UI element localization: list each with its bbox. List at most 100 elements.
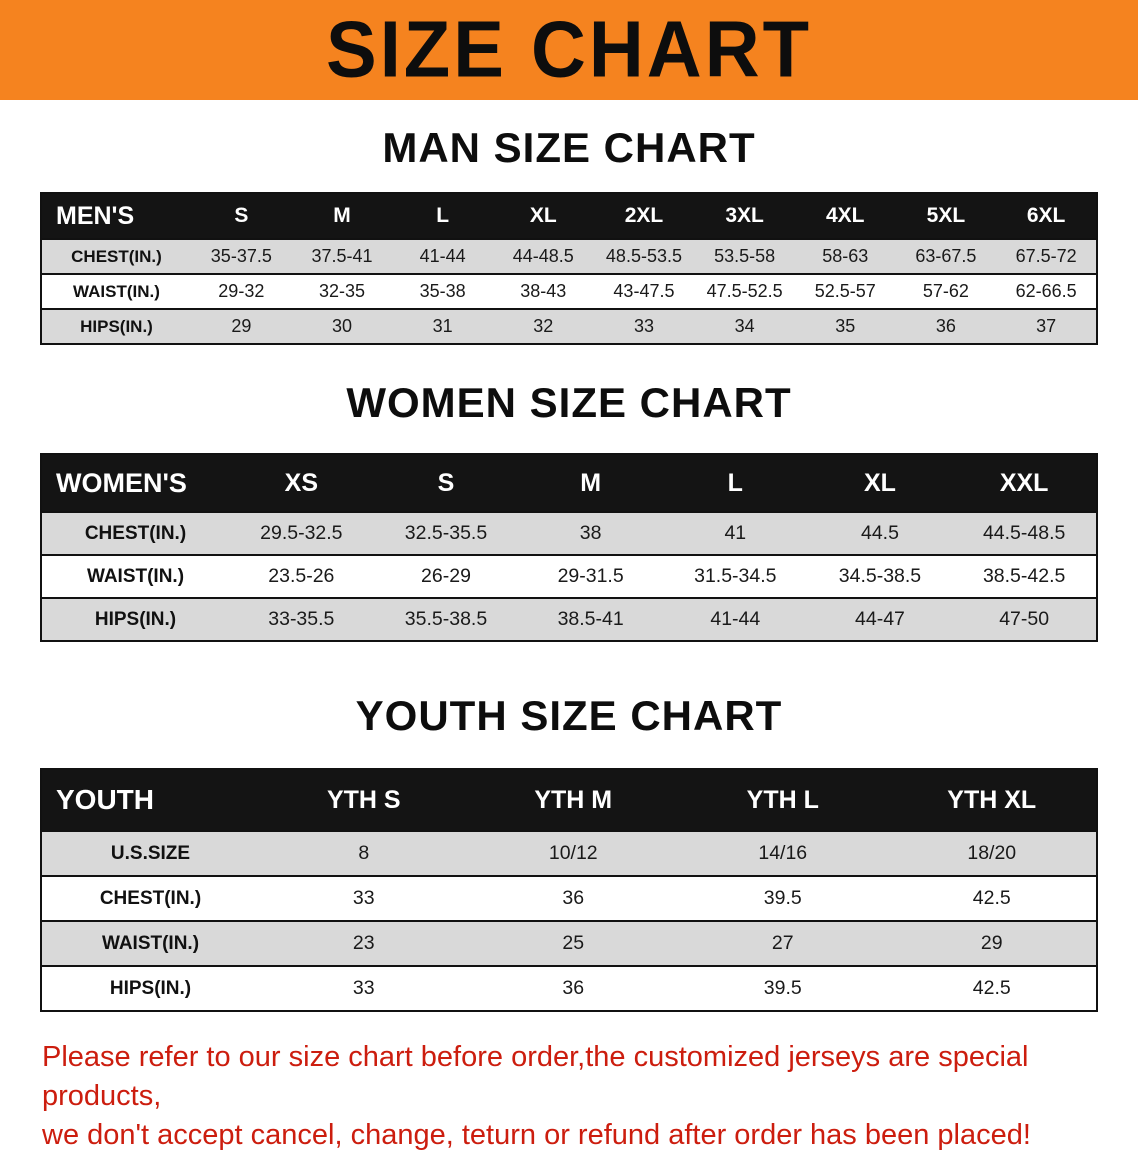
- table-cell: 43-47.5: [593, 274, 695, 310]
- size-column-header: M: [291, 193, 393, 240]
- table-cell: 39.5: [678, 876, 888, 922]
- table-cell: 44-48.5: [492, 239, 594, 275]
- women-size-table: WOMEN'S XS S M L XL XXL CHEST(IN.) 29.5-32.5 32.5…: [40, 453, 1098, 642]
- table-cell: 36: [468, 966, 678, 1012]
- table-cell: 32-35: [291, 274, 393, 310]
- table-cell: 62-66.5: [996, 274, 1097, 310]
- table-cell: 57-62: [895, 274, 997, 310]
- size-column-header: XS: [229, 454, 374, 513]
- table-cell: 30: [291, 309, 393, 345]
- page-title: SIZE CHART: [326, 4, 812, 95]
- table-cell: 39.5: [678, 966, 888, 1012]
- table-cell: 63-67.5: [895, 239, 997, 275]
- table-cell: 29-32: [191, 274, 292, 310]
- row-label: HIPS(IN.): [41, 598, 229, 642]
- size-column-header: YTH L: [678, 769, 888, 832]
- table-cell: 48.5-53.5: [593, 239, 695, 275]
- table-cell: 23: [259, 921, 469, 967]
- size-column-header: 3XL: [694, 193, 795, 240]
- youth-size-table: YOUTH YTH S YTH M YTH L YTH XL U.S.SIZE 8 10/12…: [40, 768, 1098, 1012]
- youth-size-section: YOUTH SIZE CHART YOUTH YTH S YTH M YTH L YTH…: [0, 692, 1138, 1012]
- table-row: CHEST(IN.) 33 36 39.5 42.5: [41, 876, 1097, 922]
- table-cell: 41: [662, 512, 808, 556]
- table-cell: 38-43: [492, 274, 594, 310]
- size-column-header: YTH M: [468, 769, 678, 832]
- table-cell: 33: [593, 309, 695, 345]
- table-cell: 33: [259, 876, 469, 922]
- table-row: U.S.SIZE 8 10/12 14/16 18/20: [41, 831, 1097, 877]
- table-cell: 35-38: [392, 274, 493, 310]
- disclaimer-line-2: we don't accept cancel, change, teturn o…: [42, 1119, 1031, 1152]
- table-row: HIPS(IN.) 33-35.5 35.5-38.5 38.5-41 41-44 44-…: [41, 598, 1097, 642]
- table-cell: 27: [678, 921, 888, 967]
- size-column-header: XL: [807, 454, 953, 513]
- row-label: U.S.SIZE: [41, 831, 259, 877]
- table-cell: 37.5-41: [291, 239, 393, 275]
- size-column-header: L: [392, 193, 493, 240]
- table-cell: 36: [895, 309, 997, 345]
- table-cell: 38.5-42.5: [952, 555, 1097, 599]
- women-size-section: WOMEN SIZE CHART WOMEN'S XS S M L XL XXL CHEST(…: [0, 379, 1138, 642]
- table-cell: 23.5-26: [229, 555, 374, 599]
- table-cell: 44-47: [807, 598, 953, 642]
- row-label: HIPS(IN.): [41, 309, 191, 345]
- table-cell: 38.5-41: [518, 598, 663, 642]
- table-cell: 32.5-35.5: [373, 512, 519, 556]
- table-cell: 47.5-52.5: [694, 274, 795, 310]
- table-cell: 26-29: [373, 555, 519, 599]
- table-cell: 8: [259, 831, 469, 877]
- row-label: CHEST(IN.): [41, 512, 229, 556]
- row-label: HIPS(IN.): [41, 966, 259, 1012]
- size-column-header: YTH S: [259, 769, 469, 832]
- row-label: WAIST(IN.): [41, 274, 191, 310]
- table-cell: 41-44: [662, 598, 808, 642]
- table-cell: 53.5-58: [694, 239, 795, 275]
- table-row: CHEST(IN.) 35-37.5 37.5-41 41-44 44-48.5 48.5…: [41, 239, 1097, 275]
- table-cell: 44.5: [807, 512, 953, 556]
- table-cell: 41-44: [392, 239, 493, 275]
- table-cell: 29.5-32.5: [229, 512, 374, 556]
- table-cell: 31: [392, 309, 493, 345]
- table-cell: 25: [468, 921, 678, 967]
- row-label: WAIST(IN.): [41, 555, 229, 599]
- table-cell: 33: [259, 966, 469, 1012]
- table-cell: 47-50: [952, 598, 1097, 642]
- table-header-row: YOUTH YTH S YTH M YTH L YTH XL: [41, 769, 1097, 832]
- table-cell: 44.5-48.5: [952, 512, 1097, 556]
- banner: SIZE CHART: [0, 0, 1138, 100]
- table-cell: 52.5-57: [794, 274, 896, 310]
- size-column-header: 4XL: [794, 193, 896, 240]
- table-cell: 29: [191, 309, 292, 345]
- size-column-header: S: [191, 193, 292, 240]
- size-column-header: XXL: [952, 454, 1097, 513]
- table-row: WAIST(IN.) 29-32 32-35 35-38 38-43 43-47.5 47.…: [41, 274, 1097, 310]
- size-column-header: M: [518, 454, 663, 513]
- table-cell: 34: [694, 309, 795, 345]
- table-header-row: WOMEN'S XS S M L XL XXL: [41, 454, 1097, 513]
- size-column-header: 6XL: [996, 193, 1097, 240]
- size-column-header: S: [373, 454, 519, 513]
- table-cell: 35.5-38.5: [373, 598, 519, 642]
- men-size-section: MAN SIZE CHART MEN'S S M L XL 2XL 3XL 4XL 5XL 6XL…: [0, 124, 1138, 345]
- table-cell: 35-37.5: [191, 239, 292, 275]
- table-cell: 35: [794, 309, 896, 345]
- table-corner-label: MEN'S: [41, 193, 191, 240]
- table-cell: 14/16: [678, 831, 888, 877]
- men-size-table: MEN'S S M L XL 2XL 3XL 4XL 5XL 6XL CHEST(IN.) 35-37…: [40, 192, 1098, 345]
- row-label: CHEST(IN.): [41, 239, 191, 275]
- size-column-header: YTH XL: [887, 769, 1097, 832]
- table-cell: 32: [492, 309, 594, 345]
- table-cell: 29-31.5: [518, 555, 663, 599]
- table-row: CHEST(IN.) 29.5-32.5 32.5-35.5 38 41 44.5 44.5…: [41, 512, 1097, 556]
- table-row: WAIST(IN.) 23.5-26 26-29 29-31.5 31.5-34.5 34…: [41, 555, 1097, 599]
- table-cell: 67.5-72: [996, 239, 1097, 275]
- table-header-row: MEN'S S M L XL 2XL 3XL 4XL 5XL 6XL: [41, 193, 1097, 240]
- disclaimer-line-1: Please refer to our size chart before or…: [42, 1041, 1029, 1113]
- table-cell: 42.5: [887, 876, 1097, 922]
- table-cell: 36: [468, 876, 678, 922]
- youth-section-heading: YOUTH SIZE CHART: [355, 692, 783, 739]
- table-row: WAIST(IN.) 23 25 27 29: [41, 921, 1097, 967]
- women-section-heading: WOMEN SIZE CHART: [346, 379, 792, 426]
- row-label: CHEST(IN.): [41, 876, 259, 922]
